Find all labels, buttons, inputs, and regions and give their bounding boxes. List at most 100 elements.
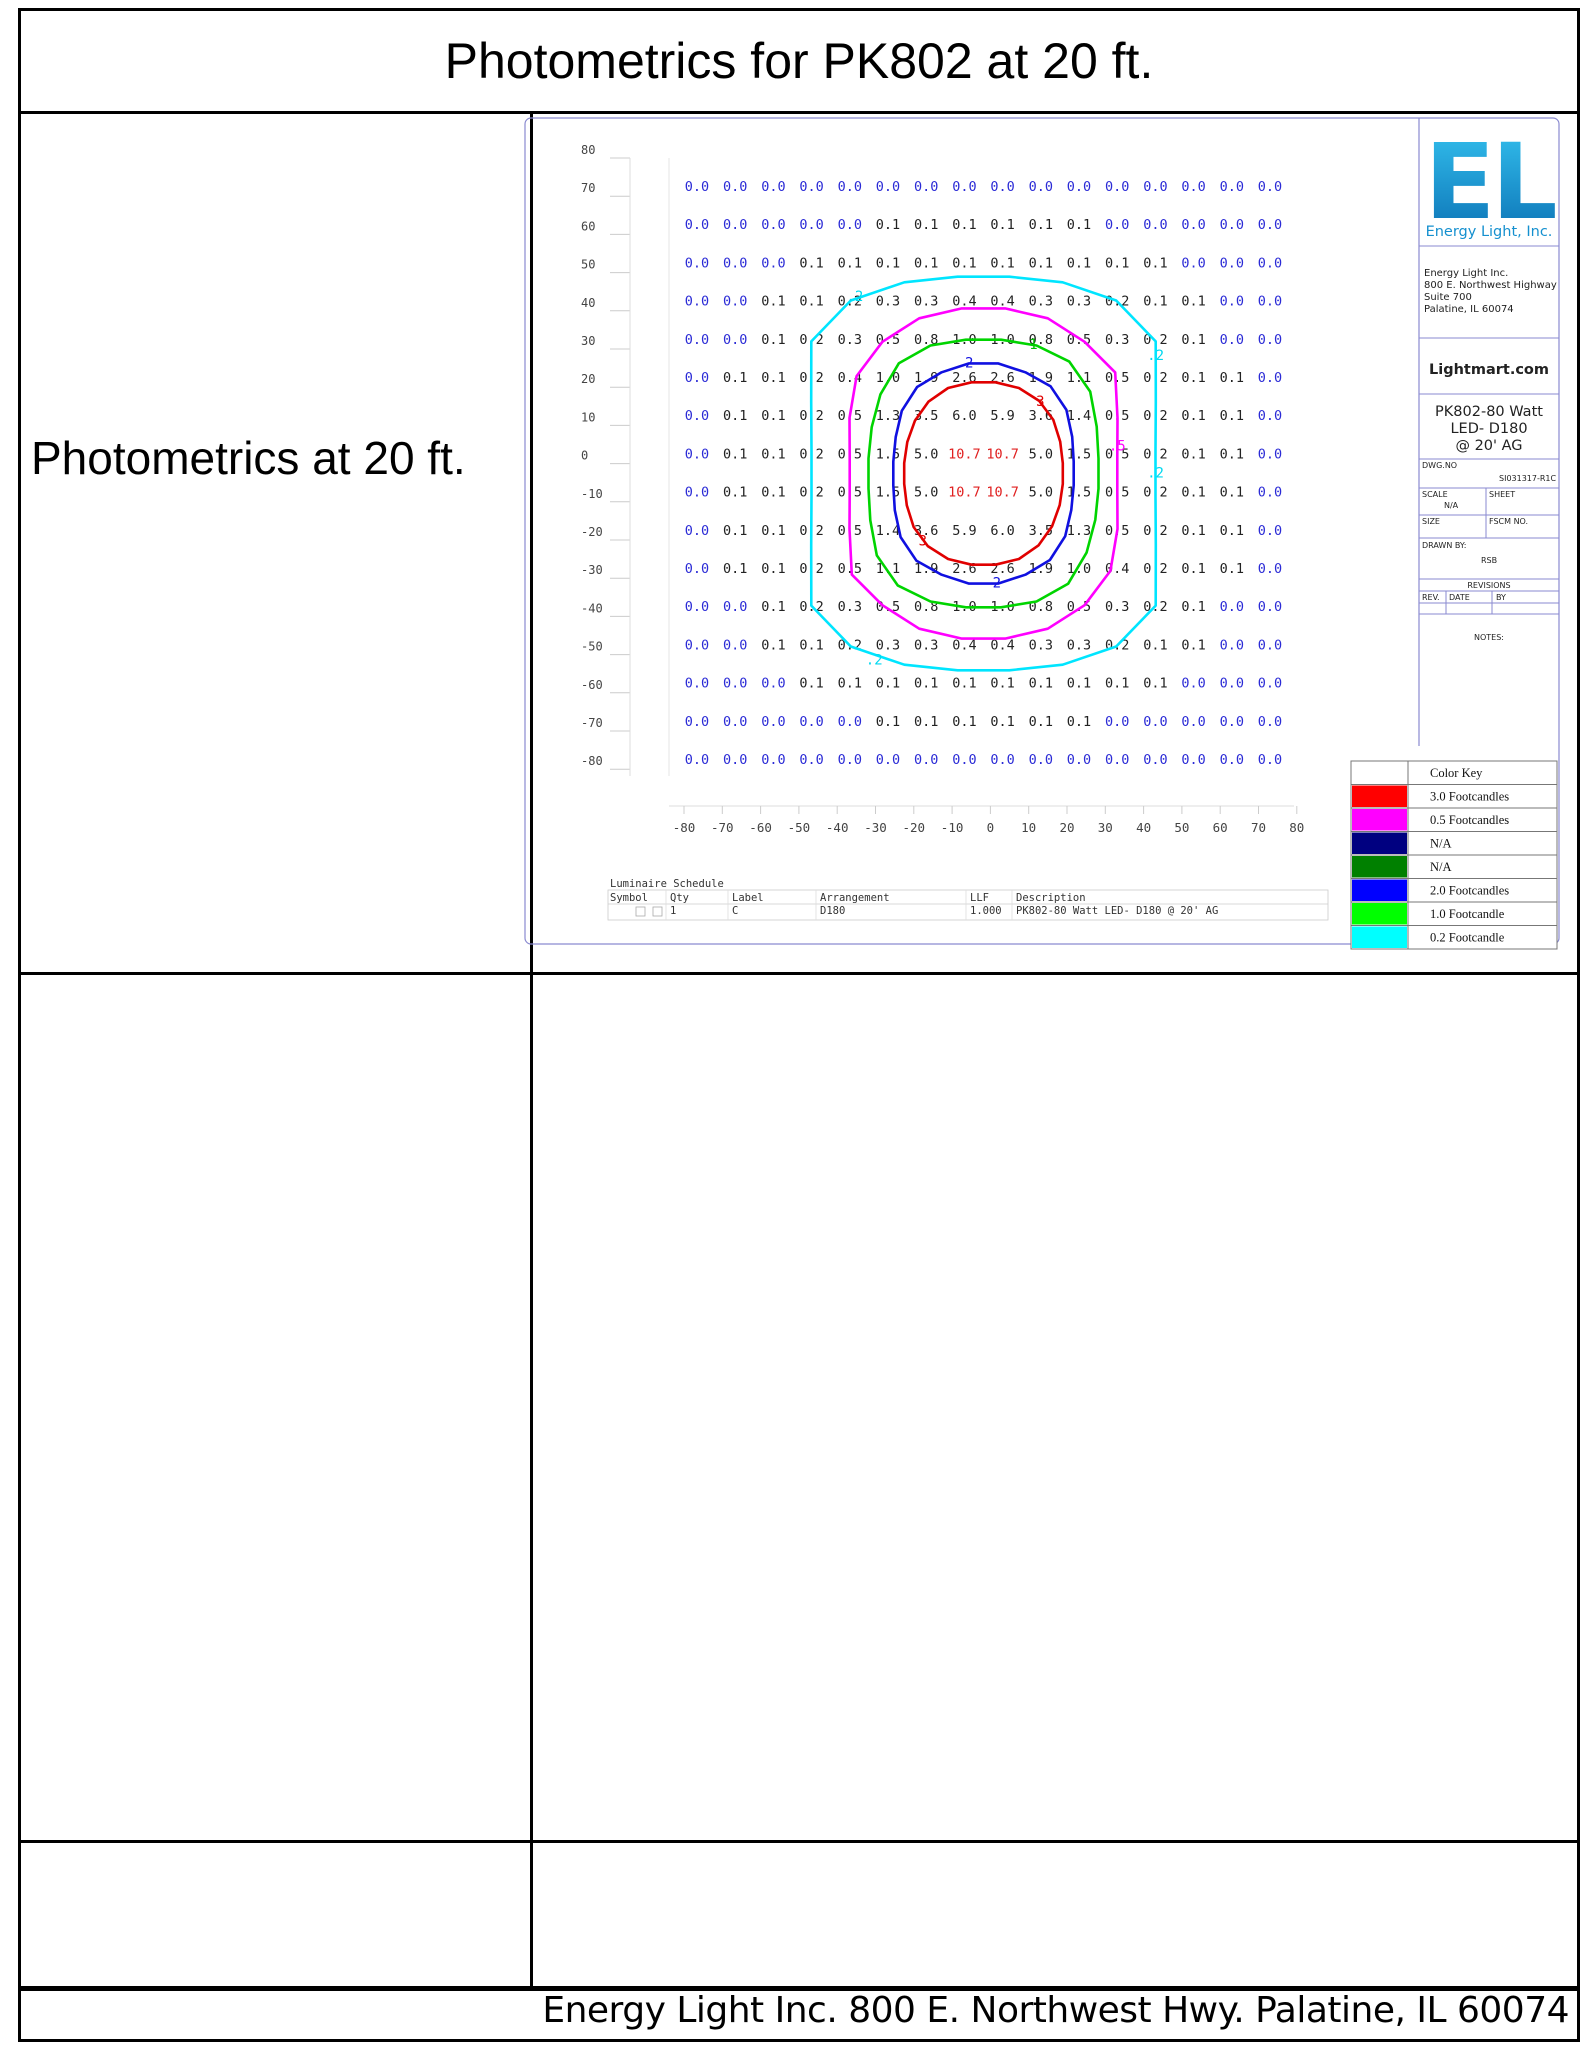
illuminance-value: 0.3 [1029,637,1053,653]
x-tick-label: -20 [903,820,926,835]
illuminance-value: 1.9 [914,561,938,577]
illuminance-value: 0.0 [1258,752,1282,768]
illuminance-value: 0.0 [952,179,976,195]
illuminance-value: 0.1 [838,255,862,271]
illuminance-value: 0.0 [1220,217,1244,233]
illuminance-value: 0.0 [685,485,709,501]
illuminance-value: 1.4 [876,523,900,539]
illuminance-value: 1.3 [876,408,900,424]
illuminance-value: 0.0 [1067,179,1091,195]
illuminance-value: 0.5 [838,561,862,577]
illuminance-value: 0.0 [761,179,785,195]
illuminance-value: 0.1 [952,676,976,692]
contour-labels: .2 .2 .2 .2 1 2 2 3 3 .5 [846,289,1164,669]
illuminance-value: 0.1 [761,561,785,577]
illuminance-value: 0.0 [1105,714,1129,730]
illuminance-value: 0.1 [799,637,823,653]
illuminance-value: 0.0 [761,714,785,730]
dwg-number: SI031317-R1C [1499,474,1557,483]
illuminance-value: 0.0 [1181,179,1205,195]
sheet-label: SHEET [1489,490,1515,499]
energy-light-logo: EL [1424,121,1555,243]
illuminance-value: 0.0 [1220,637,1244,653]
illuminance-value: 0.1 [1220,408,1244,424]
color-key-swatch [1352,879,1407,901]
x-tick-label: 50 [1174,820,1189,835]
illuminance-value: 0.1 [1220,485,1244,501]
illuminance-value: 0.1 [1181,408,1205,424]
contour-label: .2 [866,652,883,668]
color-key-label: 0.2 Footcandle [1430,931,1505,945]
schedule-header: LLF [970,892,989,904]
illuminance-value: 0.1 [876,714,900,730]
color-key-label: 2.0 Footcandles [1430,884,1509,898]
drawn-by-value: RSB [1481,556,1497,565]
illuminance-value: 0.0 [1143,714,1167,730]
column-divider [530,111,533,1989]
illuminance-value: 0.0 [1220,332,1244,348]
schedule-header: Symbol [610,892,648,904]
illuminance-value: 0.1 [838,676,862,692]
illuminance-value: 0.0 [1258,523,1282,539]
illuminance-value: 0.0 [685,752,709,768]
row-label: Photometrics at 20 ft. [31,432,466,484]
illuminance-value: 0.0 [838,217,862,233]
contour-label: 3 [1036,394,1044,410]
illuminance-value: 0.0 [1029,179,1053,195]
color-key-label: 0.5 Footcandles [1430,813,1509,827]
illuminance-value: 0.0 [685,370,709,386]
illuminance-grid: 0.0 0.0 0.0 0.0 0.0 0.0 0.0 0.0 0.0 0.0 0.0 0.0 0.0 0… [685,179,1282,768]
illuminance-value: 1.4 [1067,408,1091,424]
schedule-cell: PK802-80 Watt LED- D180 @ 20' AG [1016,905,1218,917]
illuminance-value: 0.8 [914,332,938,348]
contour-label: 2 [993,576,1001,592]
illuminance-value: 0.8 [1029,332,1053,348]
contour-label: .5 [1109,438,1126,454]
illuminance-value: 0.1 [1105,255,1129,271]
illuminance-value: 0.0 [1181,714,1205,730]
y-tick-label: -10 [581,487,603,501]
illuminance-value: 0.0 [723,676,747,692]
illuminance-value: 1.5 [876,485,900,501]
illuminance-value: 0.0 [1067,752,1091,768]
y-tick-label: -60 [581,678,603,692]
illuminance-value: 0.0 [1258,446,1282,462]
illuminance-value: 1.5 [876,446,900,462]
brand-name: Energy Light, Inc. [1426,224,1553,240]
photometric-sheet: Photometrics for PK802 at 20 ft. Photome… [18,8,1580,2042]
illuminance-value: 0.1 [876,217,900,233]
illuminance-value: 0.1 [914,714,938,730]
contour-label: 1 [1029,337,1037,353]
company-address-line: Suite 700 [1424,292,1472,303]
y-tick-label: -70 [581,716,603,730]
illuminance-value: 0.4 [990,637,1014,653]
color-key-swatch [1352,785,1407,807]
illuminance-value: 0.1 [761,332,785,348]
color-key-title: Color Key [1430,766,1483,780]
illuminance-value: 0.0 [1143,752,1167,768]
illuminance-value: 0.0 [1258,370,1282,386]
illuminance-value: 1.1 [1067,370,1091,386]
illuminance-value: 0.0 [1220,752,1244,768]
y-tick-label: 10 [581,410,595,424]
illuminance-value: 0.1 [1029,676,1053,692]
plot-axes: 80706050403020100-10-20-30-40-50-60-70-8… [581,143,1304,835]
color-key-label: 3.0 Footcandles [1430,790,1509,804]
x-tick-label: -30 [864,820,887,835]
illuminance-value: 10.7 [986,485,1019,501]
illuminance-value: 0.0 [685,179,709,195]
illuminance-value: 0.0 [685,294,709,310]
illuminance-value: 0.1 [876,255,900,271]
contour-line [848,307,1119,640]
contour-label: 2 [965,355,973,371]
x-tick-label: 0 [987,820,995,835]
illuminance-value: 0.0 [1258,485,1282,501]
illuminance-value: 0.1 [1181,523,1205,539]
illuminance-value: 5.9 [952,523,976,539]
website: Lightmart.com [1429,362,1549,378]
illuminance-value: 0.0 [761,752,785,768]
schedule-header: Qty [670,892,689,904]
x-tick-label: -10 [941,820,964,835]
scale-label: SCALE [1422,490,1448,499]
